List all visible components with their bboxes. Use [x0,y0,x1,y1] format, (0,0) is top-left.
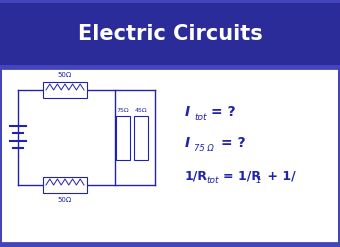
Text: Electric Circuits: Electric Circuits [78,24,262,44]
Text: tot: tot [206,176,219,185]
Text: I: I [185,136,190,150]
Text: I: I [185,105,190,119]
Text: 1/R: 1/R [185,169,208,183]
Text: = 1/R: = 1/R [223,169,261,183]
Bar [43,82,87,98]
Bar [134,116,148,160]
Text: tot: tot [194,112,206,122]
Text: 75Ω: 75Ω [117,107,129,112]
Text: 50Ω: 50Ω [58,197,72,203]
Text: = ?: = ? [211,105,236,119]
Bar [2,68,338,243]
Text: 75 Ω: 75 Ω [194,144,214,152]
Text: 45Ω: 45Ω [135,107,147,112]
Text: = ?: = ? [221,136,245,150]
Bar [116,116,130,160]
Text: 50Ω: 50Ω [58,72,72,78]
Bar [43,177,87,193]
Text: + 1/: + 1/ [263,169,296,183]
Text: 1: 1 [256,176,262,185]
Bar [0,3,340,65]
